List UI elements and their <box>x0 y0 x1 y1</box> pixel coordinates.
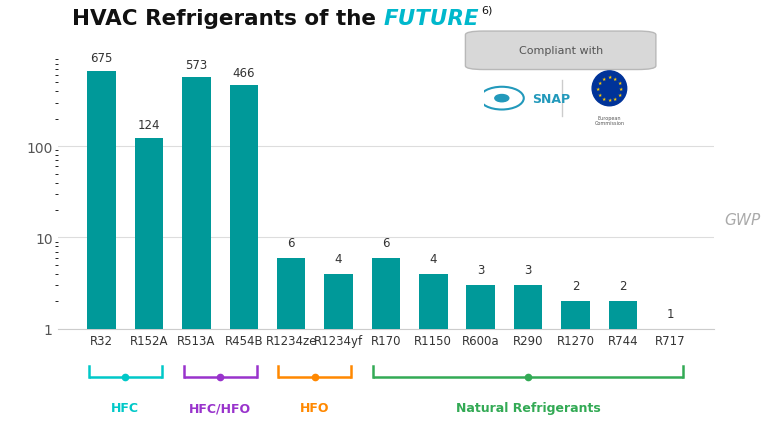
Bar <box>230 86 258 430</box>
Bar <box>608 301 637 430</box>
Bar <box>656 329 684 430</box>
Text: 6: 6 <box>287 237 295 249</box>
Text: 675: 675 <box>91 52 113 65</box>
Text: 4: 4 <box>429 252 437 265</box>
Bar <box>561 301 590 430</box>
Text: ★: ★ <box>598 92 601 98</box>
Text: ★: ★ <box>601 97 606 101</box>
Text: ★: ★ <box>619 86 623 92</box>
Circle shape <box>592 72 627 107</box>
Text: HFO: HFO <box>300 401 329 414</box>
Text: ★: ★ <box>613 97 617 101</box>
Bar <box>135 138 164 430</box>
Text: ★: ★ <box>613 77 617 82</box>
Text: 3: 3 <box>525 264 531 276</box>
Text: 466: 466 <box>233 67 255 80</box>
Text: 6: 6 <box>382 237 389 249</box>
Bar <box>277 258 306 430</box>
Text: ★: ★ <box>601 77 606 82</box>
Text: ★: ★ <box>617 81 621 86</box>
Text: ★: ★ <box>607 98 611 103</box>
Text: FUTURE: FUTURE <box>384 9 480 29</box>
Bar <box>88 71 116 430</box>
Text: 3: 3 <box>477 264 485 276</box>
Text: Compliant with: Compliant with <box>518 46 603 56</box>
Text: 2: 2 <box>571 280 579 293</box>
Text: 1: 1 <box>667 307 674 320</box>
Circle shape <box>495 95 509 102</box>
Bar <box>514 286 542 430</box>
Text: European
Commission: European Commission <box>594 115 624 126</box>
Bar <box>324 274 353 430</box>
Text: 573: 573 <box>185 58 207 71</box>
Text: Natural Refrigerants: Natural Refrigerants <box>455 401 601 414</box>
Text: HFC: HFC <box>111 401 139 414</box>
Bar <box>182 78 210 430</box>
Text: 4: 4 <box>335 252 343 265</box>
Text: ★: ★ <box>596 86 600 92</box>
Text: ★: ★ <box>617 92 621 98</box>
Text: ★: ★ <box>607 75 611 80</box>
Text: 2: 2 <box>619 280 627 293</box>
FancyBboxPatch shape <box>465 32 656 71</box>
Text: GWP: GWP <box>724 212 760 227</box>
Text: ★: ★ <box>598 81 601 86</box>
Text: SNAP: SNAP <box>531 92 570 105</box>
Text: HVAC Refrigerants of the: HVAC Refrigerants of the <box>72 9 384 29</box>
Bar <box>372 258 400 430</box>
Bar <box>419 274 448 430</box>
Bar <box>466 286 495 430</box>
Text: 124: 124 <box>137 119 161 132</box>
Text: HFC/HFO: HFC/HFO <box>189 401 251 414</box>
Text: 6): 6) <box>482 6 493 16</box>
